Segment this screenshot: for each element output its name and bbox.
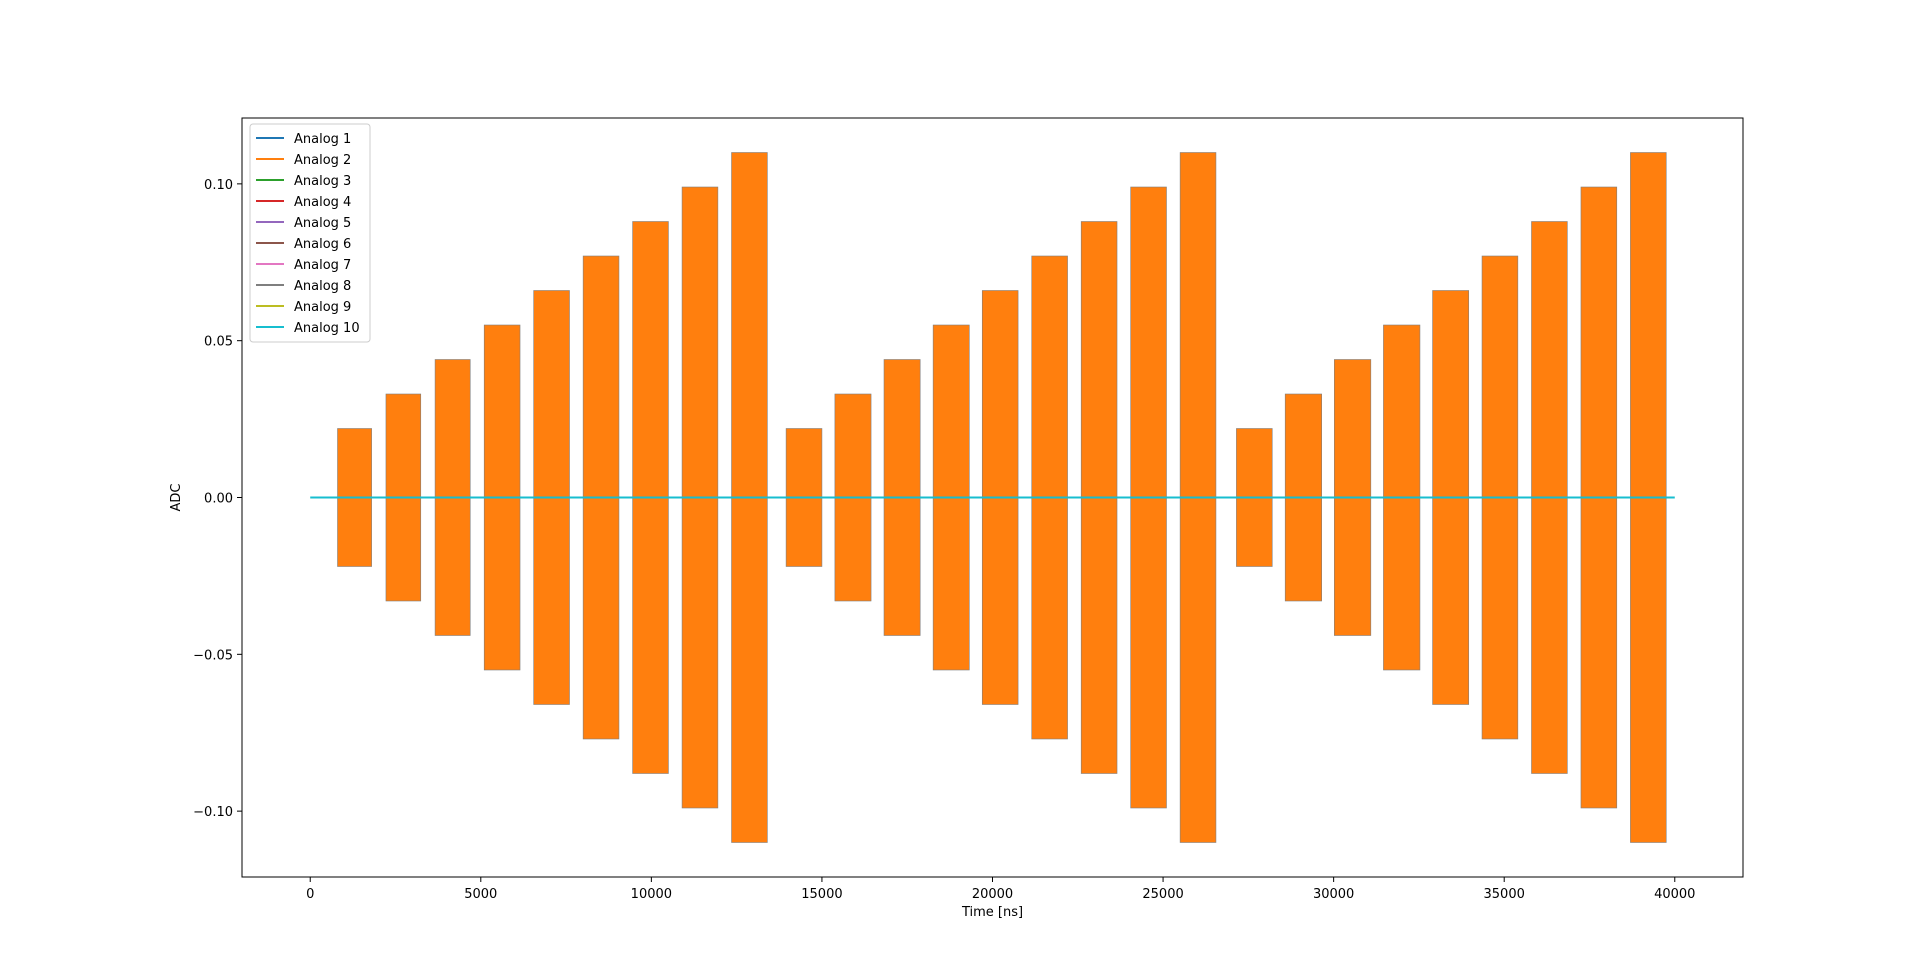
- y-tick-label: 0.10: [204, 178, 233, 193]
- y-tick-label: 0.00: [204, 492, 233, 507]
- x-tick-label: 35000: [1484, 887, 1525, 902]
- legend: Analog 1 Analog 2 Analog 3 Analog 4 Analog 5…: [249, 123, 371, 343]
- plot-area: [310, 152, 1675, 843]
- y-tick-label: 0.05: [204, 335, 233, 350]
- legend-box: [249, 123, 371, 343]
- y-axis-label: ADC: [169, 484, 184, 512]
- legend-entry: Analog 6: [294, 237, 351, 252]
- x-tick-label: 25000: [1142, 887, 1183, 902]
- legend-entry: Analog 3: [294, 174, 351, 189]
- x-tick-label: 5000: [464, 887, 497, 902]
- x-axis-label: Time [ns]: [961, 905, 1023, 920]
- legend-entry: Analog 1: [294, 132, 351, 147]
- y-axis: −0.10 −0.05 0.00 0.05 0.10: [193, 178, 242, 820]
- axes-frame: [241, 117, 1744, 878]
- legend-entry: Analog 2: [294, 153, 351, 168]
- x-axis: 0 5000 10000 15000 20000 25000 30000 35000 40000: [306, 877, 1695, 902]
- x-tick-label: 0: [306, 887, 314, 902]
- x-tick-label: 40000: [1654, 887, 1695, 902]
- x-tick-label: 20000: [972, 887, 1013, 902]
- x-tick-label: 10000: [631, 887, 672, 902]
- legend-entry: Analog 7: [294, 258, 351, 273]
- legend-entry: Analog 5: [294, 216, 351, 231]
- x-tick-label: 30000: [1313, 887, 1354, 902]
- y-tick-label: −0.05: [193, 648, 233, 663]
- legend-entry: Analog 4: [294, 195, 351, 210]
- x-tick-label: 15000: [801, 887, 842, 902]
- legend-entry: Analog 9: [294, 300, 351, 315]
- y-tick-label: −0.10: [193, 805, 233, 820]
- legend-entry: Analog 8: [294, 279, 351, 294]
- legend-entry: Analog 10: [294, 321, 360, 336]
